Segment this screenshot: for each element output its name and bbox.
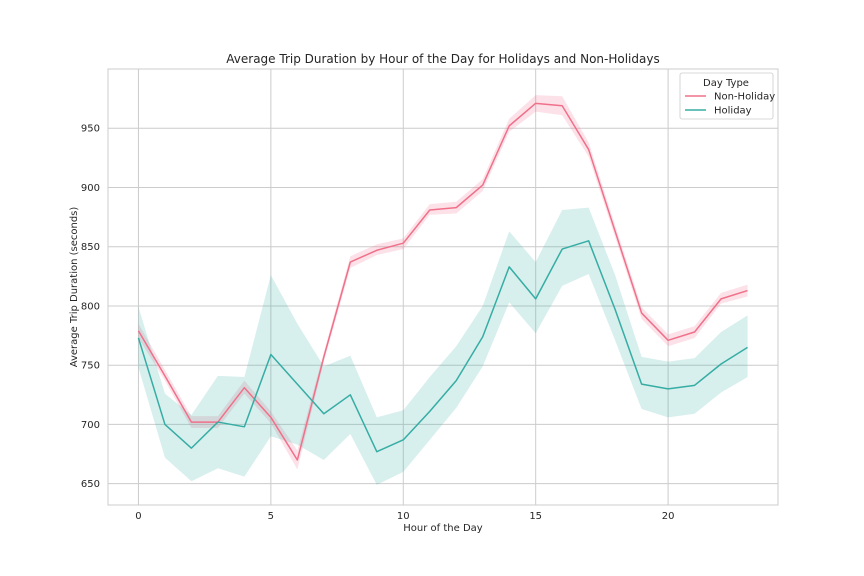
x-tick-label: 5 — [268, 511, 274, 522]
legend-label-non-holiday: Non-Holiday — [714, 92, 775, 103]
confidence-bands — [138, 95, 748, 485]
x-axis-ticks: 0 5 10 15 20 — [135, 511, 674, 522]
y-tick-label: 950 — [81, 124, 100, 135]
legend-box — [679, 72, 774, 120]
y-tick-label: 850 — [81, 242, 100, 253]
plot-frame — [107, 68, 779, 506]
y-tick-label: 800 — [81, 301, 100, 312]
x-tick-label: 0 — [135, 511, 141, 522]
y-tick-label: 700 — [81, 420, 100, 431]
x-axis-label: Hour of the Day — [403, 523, 483, 534]
legend-label-holiday: Holiday — [714, 106, 752, 117]
y-tick-label: 650 — [81, 479, 100, 490]
y-tick-label: 750 — [81, 361, 100, 372]
x-tick-label: 20 — [662, 511, 675, 522]
x-tick-label: 10 — [397, 511, 410, 522]
grid-lines — [108, 69, 778, 505]
legend: Day Type Non-Holiday Holiday — [679, 72, 775, 120]
y-tick-label: 900 — [81, 183, 100, 194]
y-axis-ticks: 650 700 750 800 850 900 950 — [81, 124, 100, 490]
y-axis-label: Average Trip Duration (seconds) — [69, 207, 80, 368]
confidence-band-holiday — [138, 207, 748, 485]
series-line-non-holiday — [137, 102, 748, 461]
legend-title: Day Type — [703, 78, 749, 89]
x-tick-label: 15 — [529, 511, 542, 522]
series-line-holiday — [137, 240, 748, 453]
plot-area — [108, 69, 778, 505]
series-lines — [137, 102, 748, 461]
chart-title: Average Trip Duration by Hour of the Day… — [226, 52, 659, 66]
